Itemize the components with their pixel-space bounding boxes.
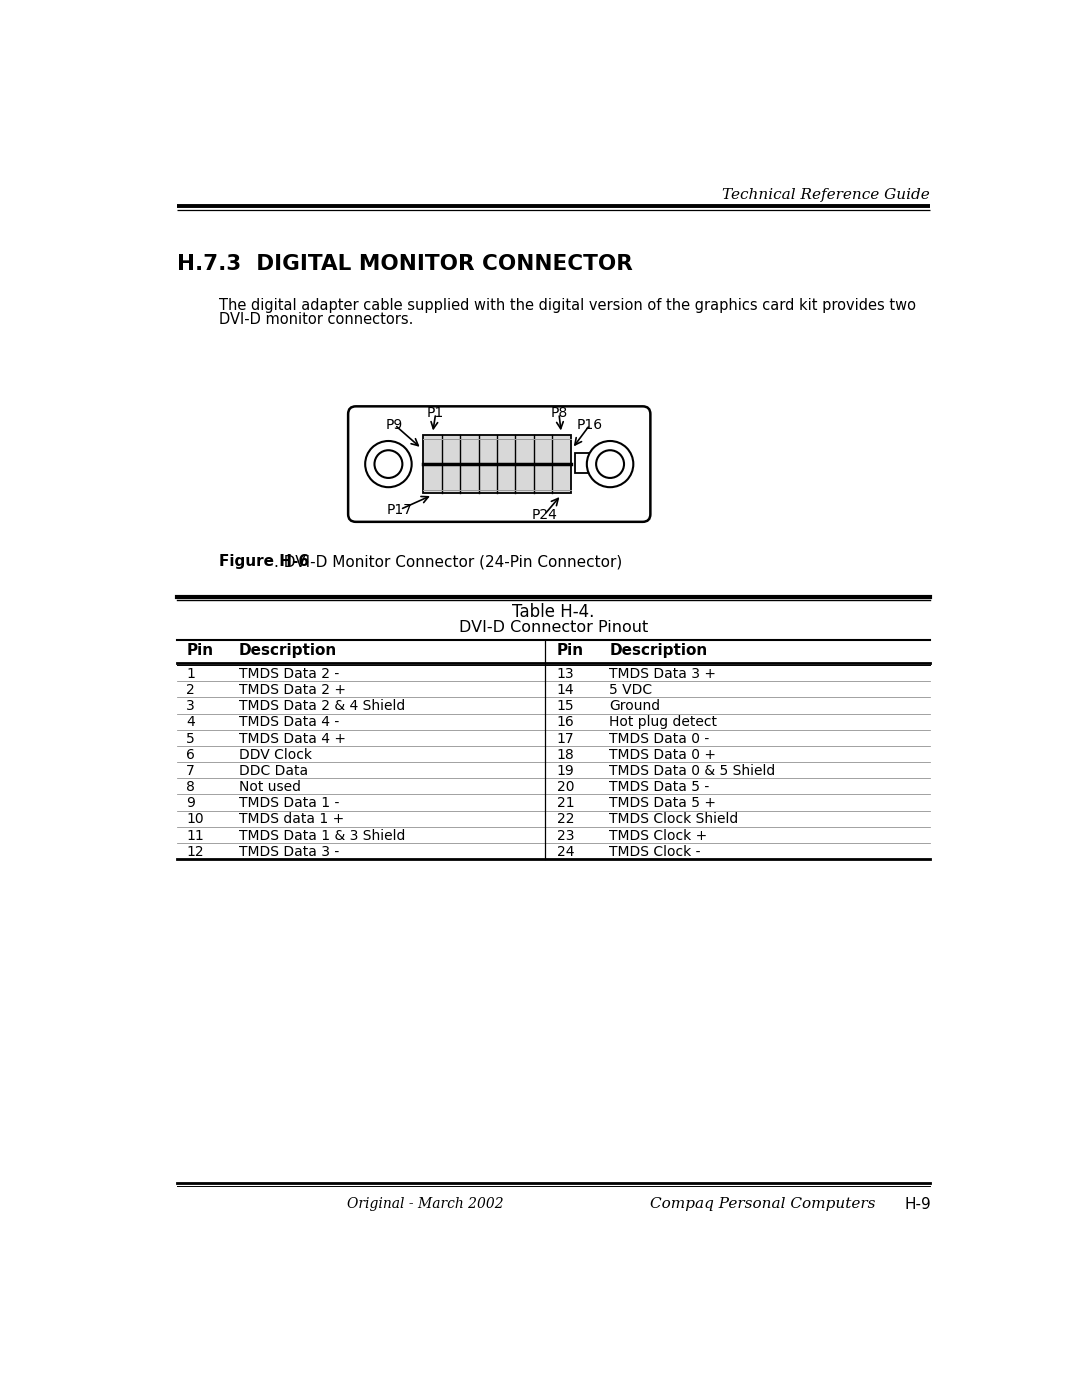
Text: H.7.3  DIGITAL MONITOR CONNECTOR: H.7.3 DIGITAL MONITOR CONNECTOR <box>177 254 633 274</box>
Bar <box>423 434 570 493</box>
Text: TMDS Data 2 +: TMDS Data 2 + <box>239 683 346 697</box>
Text: . DVI-D Monitor Connector (24-Pin Connector): . DVI-D Monitor Connector (24-Pin Connec… <box>273 555 622 569</box>
Text: 3: 3 <box>186 700 194 714</box>
Text: Compaq Personal Computers: Compaq Personal Computers <box>650 1197 876 1211</box>
Bar <box>576 453 606 474</box>
Text: Pin: Pin <box>186 643 213 658</box>
Text: 13: 13 <box>556 666 575 680</box>
Circle shape <box>586 441 633 488</box>
Text: The digital adapter cable supplied with the digital version of the graphics card: The digital adapter cable supplied with … <box>218 298 916 313</box>
Text: P16: P16 <box>577 418 603 432</box>
Text: Table H-4.: Table H-4. <box>512 602 595 620</box>
Text: DDC Data: DDC Data <box>239 764 308 778</box>
Text: 11: 11 <box>186 828 204 842</box>
Text: 15: 15 <box>556 700 575 714</box>
Text: P9: P9 <box>386 418 403 432</box>
Text: 23: 23 <box>556 828 575 842</box>
Text: TMDS data 1 +: TMDS data 1 + <box>239 813 345 827</box>
Text: 17: 17 <box>556 732 575 746</box>
Text: TMDS Data 0 -: TMDS Data 0 - <box>609 732 710 746</box>
Text: 20: 20 <box>556 780 575 793</box>
Circle shape <box>375 450 403 478</box>
Text: 7: 7 <box>186 764 194 778</box>
Text: 10: 10 <box>186 813 204 827</box>
Text: TMDS Data 4 -: TMDS Data 4 - <box>239 715 339 729</box>
Text: Description: Description <box>609 643 707 658</box>
Text: TMDS Data 3 +: TMDS Data 3 + <box>609 666 716 680</box>
Text: TMDS Data 1 -: TMDS Data 1 - <box>239 796 339 810</box>
Text: H-9: H-9 <box>904 1197 931 1213</box>
Text: 1: 1 <box>186 666 195 680</box>
Text: Pin: Pin <box>556 643 583 658</box>
Text: Technical Reference Guide: Technical Reference Guide <box>723 187 930 201</box>
Text: P8: P8 <box>551 407 568 420</box>
Text: TMDS Clock -: TMDS Clock - <box>609 845 701 859</box>
Text: P17: P17 <box>387 503 413 517</box>
Text: DVI-D Connector Pinout: DVI-D Connector Pinout <box>459 620 648 634</box>
Text: P1: P1 <box>427 407 444 420</box>
Text: 5: 5 <box>186 732 194 746</box>
Text: 19: 19 <box>556 764 575 778</box>
Text: 24: 24 <box>556 845 575 859</box>
Text: 22: 22 <box>556 813 575 827</box>
Text: Description: Description <box>239 643 337 658</box>
Text: TMDS Data 3 -: TMDS Data 3 - <box>239 845 339 859</box>
Text: 4: 4 <box>186 715 194 729</box>
Text: TMDS Data 5 +: TMDS Data 5 + <box>609 796 716 810</box>
Text: DDV Clock: DDV Clock <box>239 747 312 761</box>
Text: 21: 21 <box>556 796 575 810</box>
Text: 2: 2 <box>186 683 194 697</box>
Text: TMDS Data 0 +: TMDS Data 0 + <box>609 747 716 761</box>
Text: TMDS Data 0 & 5 Shield: TMDS Data 0 & 5 Shield <box>609 764 775 778</box>
Text: TMDS Data 4 +: TMDS Data 4 + <box>239 732 346 746</box>
Text: Ground: Ground <box>609 700 661 714</box>
Text: TMDS Data 2 -: TMDS Data 2 - <box>239 666 339 680</box>
Circle shape <box>365 441 411 488</box>
Text: TMDS Data 5 -: TMDS Data 5 - <box>609 780 710 793</box>
Text: Original - March 2002: Original - March 2002 <box>348 1197 504 1211</box>
FancyBboxPatch shape <box>348 407 650 522</box>
Text: Figure H-6: Figure H-6 <box>218 555 309 569</box>
Text: Hot plug detect: Hot plug detect <box>609 715 717 729</box>
Text: 14: 14 <box>556 683 575 697</box>
Text: TMDS Data 1 & 3 Shield: TMDS Data 1 & 3 Shield <box>239 828 405 842</box>
Text: P24: P24 <box>531 509 557 522</box>
Text: TMDS Clock Shield: TMDS Clock Shield <box>609 813 739 827</box>
Text: TMDS Data 2 & 4 Shield: TMDS Data 2 & 4 Shield <box>239 700 405 714</box>
Text: DVI-D monitor connectors.: DVI-D monitor connectors. <box>218 313 413 327</box>
Text: 8: 8 <box>186 780 195 793</box>
Circle shape <box>596 450 624 478</box>
Text: 6: 6 <box>186 747 195 761</box>
Text: 16: 16 <box>556 715 575 729</box>
Text: Not used: Not used <box>239 780 301 793</box>
Text: 12: 12 <box>186 845 204 859</box>
Text: TMDS Clock +: TMDS Clock + <box>609 828 707 842</box>
Text: 5 VDC: 5 VDC <box>609 683 652 697</box>
Text: 9: 9 <box>186 796 195 810</box>
Text: 18: 18 <box>556 747 575 761</box>
